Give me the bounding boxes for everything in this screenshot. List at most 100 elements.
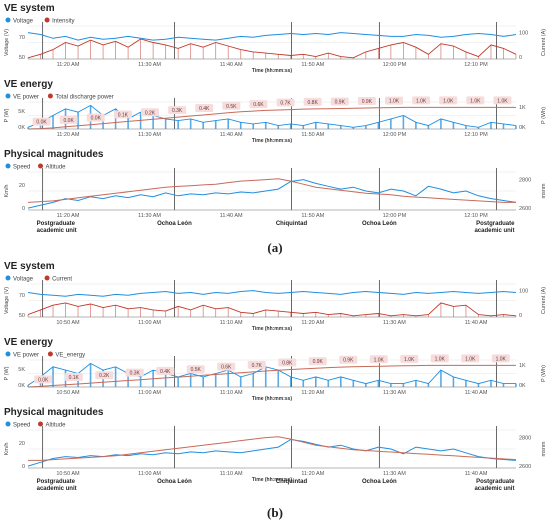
left-tick-label: 5K (18, 367, 25, 373)
left-tick-label: 0 (22, 206, 25, 212)
x-tick-label: 11:10 AM (220, 390, 243, 396)
energy-data-label: 0.9K (313, 359, 324, 365)
energy-label-bg (339, 355, 358, 364)
energy-data-label: 1.0K (389, 99, 400, 105)
energy-label-bg (141, 108, 159, 117)
chart-panel-b-3: Physical magnitudes Speed Altitude 0 20 2600 2… (4, 407, 547, 492)
place-label: Ochoa León (157, 479, 192, 485)
energy-data-label: 0.6K (221, 365, 232, 371)
x-tick-label: 11:30 AM (383, 471, 406, 477)
legend-label: Intensity (52, 19, 74, 25)
chart-panel-b-1: VE system Voltage Current 50 70 0 100 Voltage (… (4, 261, 547, 332)
series-line-1 (27, 290, 517, 297)
y-axis-label-right: P (Wh) (541, 107, 547, 124)
right-tick-label: 2600 (519, 464, 531, 470)
energy-label-bg (95, 371, 114, 380)
energy-label-bg (59, 115, 78, 124)
x-axis-title: Time (hh:mm:ss) (252, 396, 293, 402)
energy-label-bg (303, 97, 322, 106)
place-label: Postgraduate (476, 479, 515, 485)
legend-marker-icon (38, 421, 43, 427)
legend-label: Voltage (13, 19, 34, 25)
x-tick-label: 12:00 PM (383, 62, 407, 68)
legend-label: Speed (13, 165, 30, 171)
chart-panel-b-2: VE energy VE power VE_energy 0K 5K 0K 1K P (W) P… (4, 337, 547, 402)
energy-label-bg (491, 354, 510, 363)
left-tick-label: 50 (19, 313, 25, 319)
energy-data-label: 0.8K (282, 361, 293, 367)
x-tick-label: 11:10 AM (220, 471, 243, 477)
energy-label-bg (276, 98, 295, 107)
y-axis-label-left: Voltage (V) (4, 287, 10, 314)
left-tick-label: 5K (18, 109, 25, 115)
energy-data-label: 1.0K (443, 98, 454, 104)
x-axis-title: Time (hh:mm:ss) (252, 138, 293, 144)
x-tick-label: 10:50 AM (56, 471, 80, 477)
right-tick-label: 1K (519, 105, 526, 111)
panel-title: VE system (4, 261, 55, 272)
legend-label: Voltage (13, 277, 34, 283)
panel-title: VE energy (4, 79, 53, 90)
right-tick-label: 2600 (519, 206, 531, 212)
right-tick-label: 2800 (519, 178, 531, 184)
energy-label-bg (430, 354, 449, 363)
x-tick-label: 10:50 AM (56, 390, 80, 396)
x-tick-label: 11:20 AM (57, 62, 80, 68)
energy-data-label: 0.5K (191, 367, 202, 373)
left-tick-label: 70 (19, 293, 25, 299)
legend-marker-icon (5, 275, 11, 281)
energy-label-bg (369, 355, 388, 364)
series-line-2 (27, 178, 516, 203)
energy-data-label: 0.1K (118, 112, 129, 118)
x-tick-label: 12:00 PM (383, 213, 407, 219)
legend-label: VE_energy (55, 353, 85, 359)
energy-data-label: 0.7K (252, 363, 263, 369)
x-tick-label: 11:00 AM (138, 320, 161, 326)
series-line-2 (28, 436, 517, 461)
x-axis-title: Time (hh:mm:ss) (252, 477, 293, 483)
x-tick-label: 11:40 AM (465, 471, 488, 477)
legend-marker-icon (5, 351, 11, 357)
energy-label-bg (357, 97, 376, 106)
energy-label-bg (400, 354, 419, 363)
energy-label-bg (217, 362, 236, 371)
energy-label-bg (125, 368, 144, 377)
energy-data-label: 1.0K (465, 356, 476, 362)
legend-label: VE power (13, 95, 39, 101)
place-label: Ochoa León (157, 221, 192, 227)
x-tick-label: 11:30 AM (138, 213, 161, 219)
series-line-energy (27, 106, 516, 130)
right-tick-label: 0 (519, 55, 522, 61)
energy-label-bg (86, 113, 105, 122)
right-tick-label: 0K (519, 383, 526, 389)
energy-label-bg (439, 96, 458, 105)
energy-data-label: 1.0K (496, 356, 507, 362)
energy-data-label: 1.0K (404, 357, 415, 363)
series-line-2 (27, 38, 517, 59)
energy-data-label: 0.9K (343, 358, 354, 364)
series-line-2 (27, 302, 517, 317)
energy-data-label: 1.0K (497, 98, 508, 104)
energy-data-label: 1.0K (435, 356, 446, 362)
y-axis-label-left: Voltage (V) (4, 29, 10, 56)
energy-label-bg (493, 96, 512, 105)
x-tick-label: 11:50 AM (301, 62, 324, 68)
energy-data-label: 1.0K (470, 98, 481, 104)
energy-label-bg (186, 365, 205, 374)
place-label: Ochoa León (362, 221, 397, 227)
x-axis-title: Time (hh:mm:ss) (252, 68, 293, 74)
legend-label: Current (52, 277, 72, 283)
energy-data-label: 0.2K (145, 110, 156, 116)
energy-label-bg (156, 366, 175, 375)
energy-data-label: 0.0K (64, 118, 75, 124)
x-tick-label: 12:10 PM (464, 62, 488, 68)
energy-label-bg (222, 101, 241, 110)
right-tick-label: 0K (519, 125, 526, 131)
x-tick-label: 11:20 AM (57, 132, 80, 138)
energy-data-label: 0.6K (253, 102, 264, 108)
x-tick-label: 11:00 AM (138, 390, 161, 396)
y-axis-label-right: msnm (541, 441, 547, 456)
left-tick-label: 70 (19, 35, 25, 41)
x-tick-label: 11:30 AM (138, 62, 161, 68)
place-label: Chiquintad (276, 479, 308, 485)
